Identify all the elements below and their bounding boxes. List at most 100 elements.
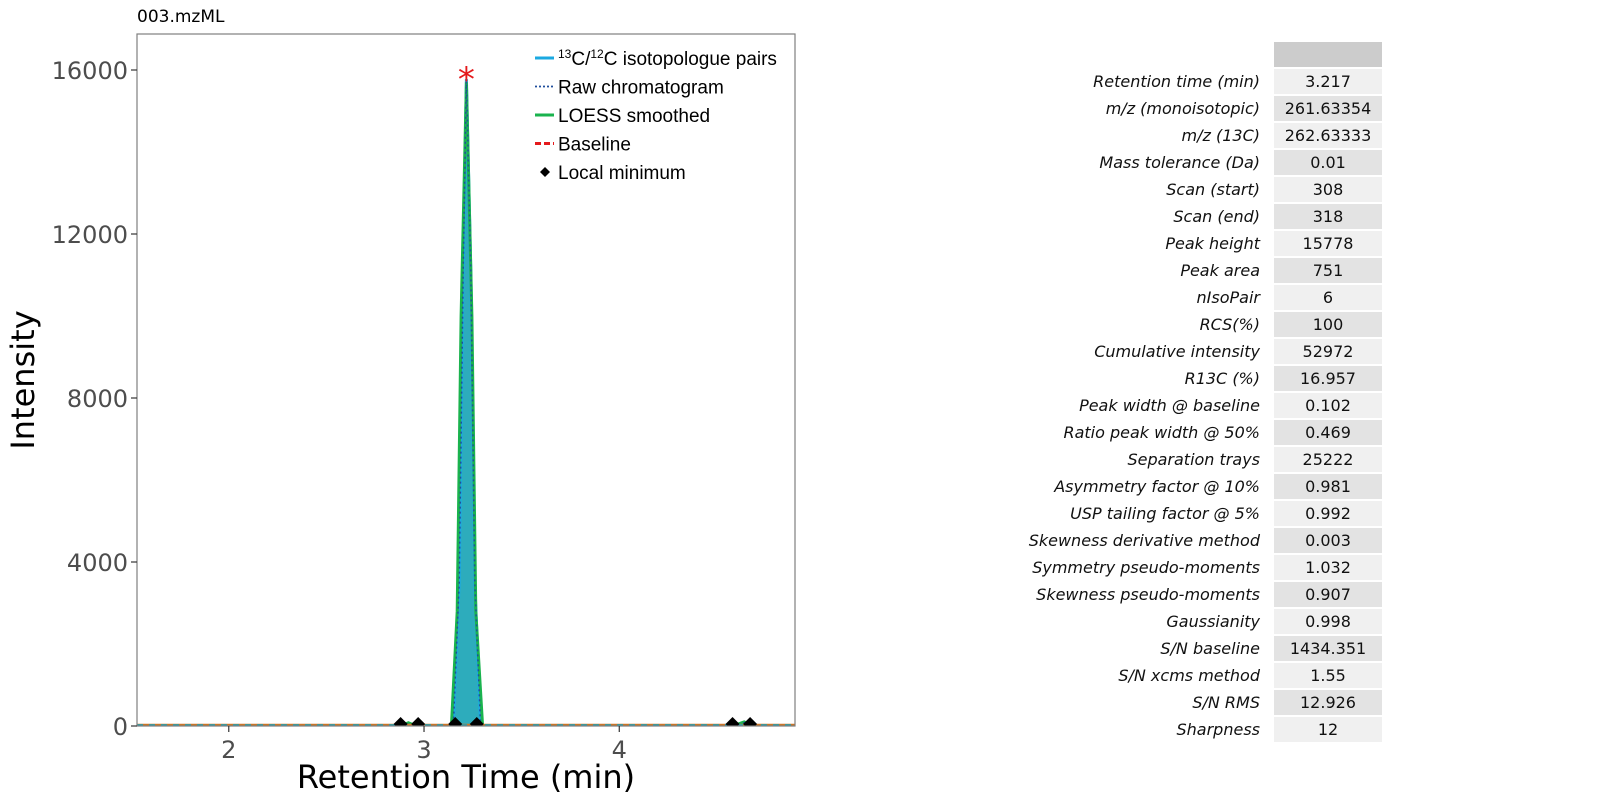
metric-label: nIsoPair — [1196, 288, 1260, 307]
metric-value: 52972 — [1274, 339, 1382, 364]
metric-value: 16.957 — [1274, 366, 1382, 391]
metric-row: Sharpness 12 — [980, 717, 1382, 742]
metric-row: Retention time (min) 3.217 — [980, 69, 1382, 94]
metric-row: S/N baseline 1434.351 — [980, 636, 1382, 661]
local-minimum-point — [469, 717, 484, 726]
metric-label: Asymmetry factor @ 10% — [1054, 477, 1260, 496]
axes: 0 4000 8000 12000 16000 2 3 4 — [52, 57, 627, 764]
local-minimum-point — [743, 717, 758, 726]
metric-row: RCS(%) 100 — [980, 312, 1382, 337]
legend-label: Raw chromatogram — [558, 78, 724, 99]
metric-row: Skewness pseudo-moments 0.907 — [980, 582, 1382, 607]
metric-value: 308 — [1274, 177, 1382, 202]
metric-value: 0.981 — [1274, 474, 1382, 499]
metric-label: Scan (end) — [1173, 207, 1260, 226]
metric-label: Scan (start) — [1166, 180, 1260, 199]
metric-row: Peak area 751 — [980, 258, 1382, 283]
metric-label: RCS(%) — [1199, 315, 1260, 334]
x-axis-title: Retention Time (min) — [297, 758, 635, 796]
metric-label: Peak width @ baseline — [1079, 396, 1260, 415]
metric-label: Gaussianity — [1166, 612, 1260, 631]
metric-value: 6 — [1274, 285, 1382, 310]
metric-row: Asymmetry factor @ 10% 0.981 — [980, 474, 1382, 499]
metric-label: m/z (13C) — [1181, 126, 1260, 145]
series-isotopologue-area — [137, 79, 795, 726]
metric-row: Peak width @ baseline 0.102 — [980, 393, 1382, 418]
metric-label: R13C (%) — [1184, 369, 1260, 388]
metric-row: Mass tolerance (Da) 0.01 — [980, 150, 1382, 175]
local-minimum-point — [448, 717, 463, 726]
metric-value: 0.998 — [1274, 609, 1382, 634]
legend-key-local-minimum — [540, 167, 550, 177]
file-title: 003.mzML — [137, 7, 225, 27]
metric-label: Sharpness — [1176, 720, 1261, 739]
chromatogram-chart: 003.mzML 0 4000 8000 12000 16000 2 3 4 Intensit… — [4, 7, 796, 796]
metric-value: 318 — [1274, 204, 1382, 229]
legend-label: Baseline — [558, 135, 631, 156]
metrics-header-cell — [1274, 42, 1382, 67]
metric-label: m/z (monoisotopic) — [1105, 99, 1260, 118]
metric-label: Peak height — [1165, 234, 1260, 253]
plot-border — [136, 33, 796, 727]
plot-area — [137, 79, 795, 726]
metric-row: R13C (%) 16.957 — [980, 366, 1382, 391]
metric-value: 751 — [1274, 258, 1382, 283]
y-tick-label: 0 — [113, 713, 128, 741]
peak-metrics-table: Retention time (min) 3.217 m/z (monoisotop… — [980, 40, 1382, 744]
metric-row: Skewness derivative method 0.003 — [980, 528, 1382, 553]
metric-label: Mass tolerance (Da) — [1099, 153, 1260, 172]
metric-value: 1.032 — [1274, 555, 1382, 580]
metric-label: Separation trays — [1127, 450, 1260, 469]
metric-value: 1434.351 — [1274, 636, 1382, 661]
metric-row: Scan (start) 308 — [980, 177, 1382, 202]
metric-value: 0.003 — [1274, 528, 1382, 553]
local-minimum-point — [393, 717, 408, 726]
metric-value: 0.469 — [1274, 420, 1382, 445]
metric-value: 15778 — [1274, 231, 1382, 256]
y-axis-title: Intensity — [4, 310, 42, 449]
metric-row: Peak height 15778 — [980, 231, 1382, 256]
metric-value: 3.217 — [1274, 69, 1382, 94]
metrics-header-row — [980, 42, 1382, 67]
legend: 13C/12C isotopologue pairs Raw chromatogr… — [535, 47, 777, 184]
metric-row: S/N xcms method 1.55 — [980, 663, 1382, 688]
metric-row: Separation trays 25222 — [980, 447, 1382, 472]
legend-label: LOESS smoothed — [558, 106, 710, 127]
metric-row: Ratio peak width @ 50% 0.469 — [980, 420, 1382, 445]
metric-row: m/z (monoisotopic) 261.63354 — [980, 96, 1382, 121]
metric-value: 25222 — [1274, 447, 1382, 472]
y-tick-label: 8000 — [67, 385, 128, 413]
metric-row: Gaussianity 0.998 — [980, 609, 1382, 634]
y-tick-label: 16000 — [52, 57, 128, 85]
metric-value: 261.63354 — [1274, 96, 1382, 121]
metric-value: 262.63333 — [1274, 123, 1382, 148]
metric-row: S/N RMS 12.926 — [980, 690, 1382, 715]
local-minimum-point — [725, 717, 740, 726]
legend-label: 13C/12C isotopologue pairs — [558, 47, 777, 70]
x-tick-label: 4 — [612, 736, 627, 764]
metric-value: 12.926 — [1274, 690, 1382, 715]
metric-label: Skewness pseudo-moments — [1036, 585, 1260, 604]
metric-label: Retention time (min) — [1093, 72, 1260, 91]
local-minimum-point — [411, 717, 426, 726]
x-tick-label: 3 — [416, 736, 431, 764]
metric-label: Cumulative intensity — [1094, 342, 1260, 361]
metric-row: USP tailing factor @ 5% 0.992 — [980, 501, 1382, 526]
legend-label: Local minimum — [558, 163, 686, 184]
metric-value: 0.01 — [1274, 150, 1382, 175]
metric-label: Peak area — [1180, 261, 1260, 280]
y-tick-label: 12000 — [52, 221, 128, 249]
metrics-header-label — [980, 42, 1274, 67]
metric-row: Scan (end) 318 — [980, 204, 1382, 229]
metric-value: 0.907 — [1274, 582, 1382, 607]
metric-label: Skewness derivative method — [1028, 531, 1260, 550]
metric-value: 12 — [1274, 717, 1382, 742]
metric-label: S/N baseline — [1160, 639, 1260, 658]
y-tick-label: 4000 — [67, 549, 128, 577]
metric-label: S/N xcms method — [1118, 666, 1260, 685]
metric-value: 0.992 — [1274, 501, 1382, 526]
metric-row: nIsoPair 6 — [980, 285, 1382, 310]
metric-label: S/N RMS — [1192, 693, 1260, 712]
apex-marker: * — [458, 60, 475, 100]
metric-value: 0.102 — [1274, 393, 1382, 418]
